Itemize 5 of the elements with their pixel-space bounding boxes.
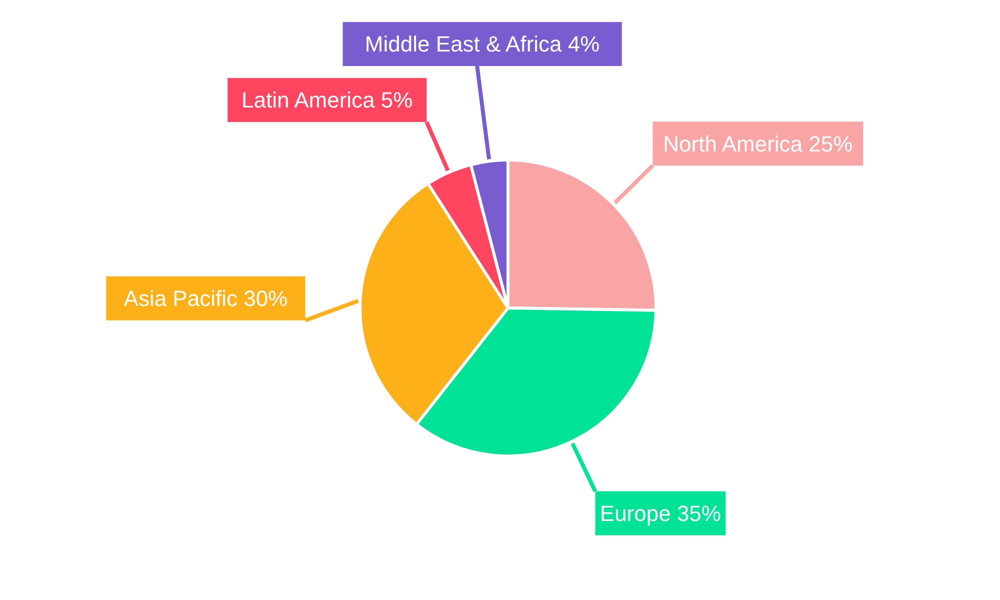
slice-label: Europe 35%	[600, 500, 721, 526]
slice-label: Latin America 5%	[241, 88, 413, 113]
slice-label: Middle East & Africa 4%	[364, 32, 600, 57]
slice-label: North America 25%	[663, 131, 853, 156]
slice-label: Asia Pacific 30%	[124, 286, 288, 312]
